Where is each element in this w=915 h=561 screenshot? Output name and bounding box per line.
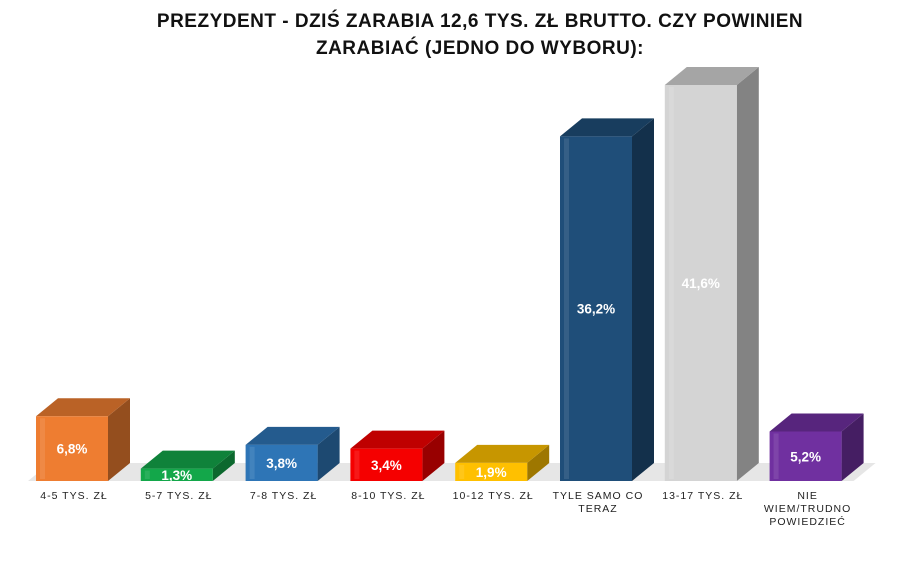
bar-front-4 <box>455 462 528 481</box>
value-label-7: 5,2% <box>790 449 821 464</box>
bar-top-0 <box>36 398 130 417</box>
category-label-6: 13-17 TYS. ZŁ <box>662 490 743 502</box>
chart-title-line-2: ZARABIAĆ (JEDNO DO WYBORU): <box>315 38 645 59</box>
value-label-5: 36,2% <box>577 302 615 317</box>
bar-top-4 <box>455 444 550 463</box>
category-label-7-line-2: POWIEDZIEĆ <box>769 515 846 528</box>
bar-1 <box>140 450 235 481</box>
bar-highlight-3 <box>354 450 360 479</box>
bar-top-1 <box>140 450 235 469</box>
value-label-0: 6,8% <box>57 442 88 457</box>
value-label-3: 3,4% <box>371 458 402 473</box>
bar-side-1 <box>212 450 235 481</box>
bar-highlight-4 <box>459 464 465 479</box>
bar-front-2 <box>245 444 318 481</box>
chart-title: PREZYDENT - DZIŚ ZARABIA 12,6 TYS. ZŁ BR… <box>120 8 840 62</box>
chart-title-line-1: PREZYDENT - DZIŚ ZARABIA 12,6 TYS. ZŁ BR… <box>156 11 804 32</box>
chart-floor <box>28 463 876 481</box>
bar-3 <box>350 430 445 481</box>
bar-side-0 <box>108 398 130 481</box>
value-label-6: 41,6% <box>682 276 720 291</box>
value-label-1: 1,3% <box>161 468 192 483</box>
bar-side-2 <box>317 426 340 481</box>
bar-highlight-6 <box>668 87 674 479</box>
bar-front-7 <box>769 431 842 481</box>
bar-highlight-1 <box>144 470 150 479</box>
bar-top-5 <box>560 118 654 137</box>
category-label-2: 7-8 TYS. ZŁ <box>250 490 317 502</box>
value-label-4: 1,9% <box>476 465 507 480</box>
bar-highlight-2 <box>249 446 255 479</box>
bar-6 <box>664 67 759 481</box>
bar-side-6 <box>736 67 759 481</box>
bar-top-7 <box>769 413 864 432</box>
category-label-7-line-1: WIEM/TRUDNO <box>764 503 851 515</box>
category-label-1: 5-7 TYS. ZŁ <box>145 490 212 502</box>
bar-side-4 <box>527 444 550 481</box>
category-label-0: 4-5 TYS. ZŁ <box>40 490 107 502</box>
bar-top-2 <box>245 426 340 445</box>
bar-4 <box>455 444 550 481</box>
bar-highlight-0 <box>40 418 45 479</box>
bar-front-5 <box>560 136 632 481</box>
bar-front-1 <box>140 468 213 481</box>
bar-5 <box>560 118 654 482</box>
bar-front-6 <box>664 85 737 481</box>
bar-front-3 <box>350 448 423 481</box>
category-label-5-line-0: TYLE SAMO CO <box>553 490 644 502</box>
bar-side-5 <box>632 118 654 482</box>
category-label-7-line-0: NIE <box>797 490 818 502</box>
bar-top-6 <box>664 67 759 85</box>
bar-side-7 <box>841 413 864 481</box>
category-label-5-line-1: TERAZ <box>578 503 617 515</box>
bar-7 <box>769 413 864 481</box>
category-label-3: 8-10 TYS. ZŁ <box>351 490 425 502</box>
bar-top-3 <box>350 430 445 449</box>
bar-highlight-7 <box>773 433 779 479</box>
bar-side-3 <box>422 430 445 481</box>
bar-highlight-5 <box>564 138 569 479</box>
category-label-4: 10-12 TYS. ZŁ <box>453 490 534 502</box>
value-label-2: 3,8% <box>266 456 297 471</box>
bar-2 <box>245 426 340 481</box>
bar-front-0 <box>36 416 108 481</box>
bar-0 <box>36 398 130 481</box>
